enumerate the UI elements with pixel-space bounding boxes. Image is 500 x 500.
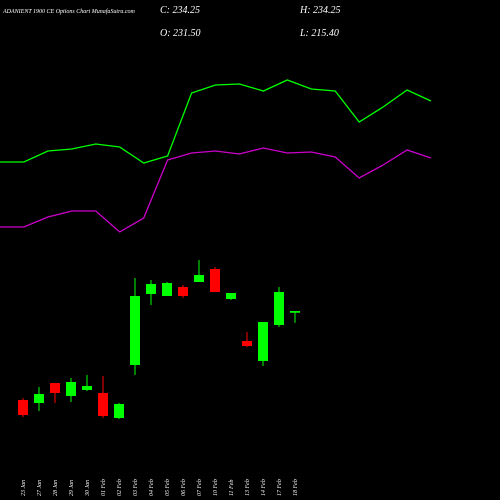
candle-body: [242, 341, 252, 346]
candle-body: [194, 275, 204, 282]
low-label: L: 215.40: [299, 28, 339, 39]
x-tick-label: 02 Feb: [117, 479, 123, 496]
candle-body: [258, 322, 268, 361]
x-tick-label: 14 Feb: [260, 479, 267, 496]
candle-body: [226, 293, 236, 299]
x-tick-label: 05 Feb: [165, 479, 171, 496]
candle-body: [98, 393, 108, 416]
candle-body: [130, 296, 140, 365]
x-tick-label: 17 Feb: [277, 479, 283, 496]
x-tick-label: 11 Feb: [229, 480, 235, 496]
chart-title: ADANIENT 1900 CE Options Chart MunafaSut…: [2, 8, 136, 15]
candle-body: [274, 292, 284, 325]
x-tick-label: 23 Jan: [21, 480, 27, 496]
x-tick-label: 30 Jan: [85, 480, 91, 497]
candle-body: [114, 404, 124, 418]
close-label: C: 234.25: [160, 5, 200, 16]
candle-body: [50, 383, 60, 393]
x-tick-label: 18 Feb: [293, 479, 299, 496]
high-label: H: 234.25: [299, 5, 341, 16]
x-tick-label: 01 Feb: [101, 479, 107, 496]
x-tick-label: 27 Jan: [37, 480, 43, 496]
candle-body: [66, 382, 76, 396]
candle-body: [162, 283, 172, 296]
indicator-line: [0, 79, 432, 164]
candle-body: [290, 311, 300, 313]
indicator-line: [0, 147, 432, 233]
x-tick-label: 13 Feb: [245, 479, 251, 496]
open-label: O: 231.50: [160, 28, 201, 39]
x-tick-label: 28 Jan: [53, 480, 59, 496]
x-tick-label: 06 Feb: [181, 479, 187, 496]
x-tick-label: 07 Feb: [197, 479, 203, 496]
x-tick-label: 10 Feb: [213, 479, 219, 496]
candle-body: [146, 284, 156, 294]
candle-body: [210, 269, 220, 292]
candle-body: [178, 287, 188, 296]
candle-body: [18, 400, 28, 415]
x-tick-label: 29 Jan: [69, 480, 75, 496]
candle-body: [82, 386, 92, 390]
x-tick-label: 04 Feb: [148, 479, 155, 496]
candle-body: [34, 394, 44, 403]
x-tick-label: 03 Feb: [133, 479, 139, 496]
